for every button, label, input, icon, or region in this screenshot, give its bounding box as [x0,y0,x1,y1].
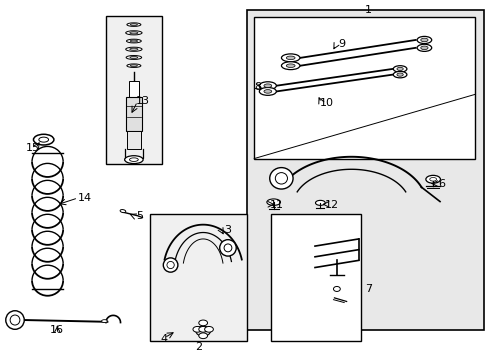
Text: 3: 3 [224,225,230,235]
Ellipse shape [315,201,325,205]
Ellipse shape [416,36,431,44]
Ellipse shape [125,31,142,35]
Ellipse shape [264,90,271,93]
Ellipse shape [10,315,20,325]
Ellipse shape [130,57,138,58]
Ellipse shape [204,327,213,332]
Text: 5: 5 [136,211,143,221]
Ellipse shape [126,55,142,59]
Ellipse shape [416,44,431,51]
Text: 16: 16 [50,325,64,335]
Ellipse shape [264,84,271,87]
Ellipse shape [126,39,141,43]
Ellipse shape [129,32,138,34]
Ellipse shape [130,65,137,67]
Text: 8: 8 [254,82,261,92]
Text: 9: 9 [338,39,345,49]
Ellipse shape [396,67,403,71]
Ellipse shape [281,62,299,69]
Ellipse shape [163,258,178,272]
Ellipse shape [196,326,210,336]
Text: 13: 13 [135,96,149,107]
Ellipse shape [333,287,340,292]
Ellipse shape [6,311,24,329]
Ellipse shape [392,71,406,78]
Text: 2: 2 [194,342,202,352]
Text: 14: 14 [78,193,92,203]
Ellipse shape [269,168,292,189]
Ellipse shape [259,87,276,95]
Ellipse shape [130,24,137,26]
Ellipse shape [259,82,276,90]
Ellipse shape [219,240,236,256]
Ellipse shape [199,333,207,339]
Ellipse shape [420,46,427,50]
Ellipse shape [125,47,142,51]
Ellipse shape [129,158,138,161]
Ellipse shape [124,156,143,163]
Text: 10: 10 [320,98,333,108]
Ellipse shape [129,48,138,50]
Bar [129,81,139,97]
Ellipse shape [286,64,294,67]
Ellipse shape [199,320,207,326]
Ellipse shape [266,199,280,205]
Bar [149,214,246,341]
Ellipse shape [396,73,403,76]
Ellipse shape [39,137,48,142]
Ellipse shape [286,56,294,60]
Bar [254,18,474,158]
Text: 1: 1 [364,5,371,15]
Text: 4: 4 [161,334,167,344]
Ellipse shape [199,327,207,332]
Ellipse shape [429,177,436,181]
Ellipse shape [102,320,107,323]
Bar [127,131,141,149]
Ellipse shape [281,54,299,62]
Bar [271,214,361,341]
Ellipse shape [130,40,137,42]
Ellipse shape [420,38,427,42]
Text: 7: 7 [364,284,371,294]
Ellipse shape [126,23,141,26]
Ellipse shape [224,244,231,252]
Text: 15: 15 [25,143,40,153]
Ellipse shape [425,175,440,183]
Ellipse shape [166,261,174,269]
Bar [106,16,162,164]
Bar [246,10,483,330]
Ellipse shape [392,66,406,72]
Text: 6: 6 [437,179,444,189]
Bar [126,97,142,131]
Ellipse shape [120,210,125,213]
Text: 11: 11 [269,200,284,210]
Ellipse shape [275,172,287,184]
Ellipse shape [193,327,201,332]
Ellipse shape [126,64,141,67]
Text: 12: 12 [325,200,338,210]
Ellipse shape [33,134,54,145]
